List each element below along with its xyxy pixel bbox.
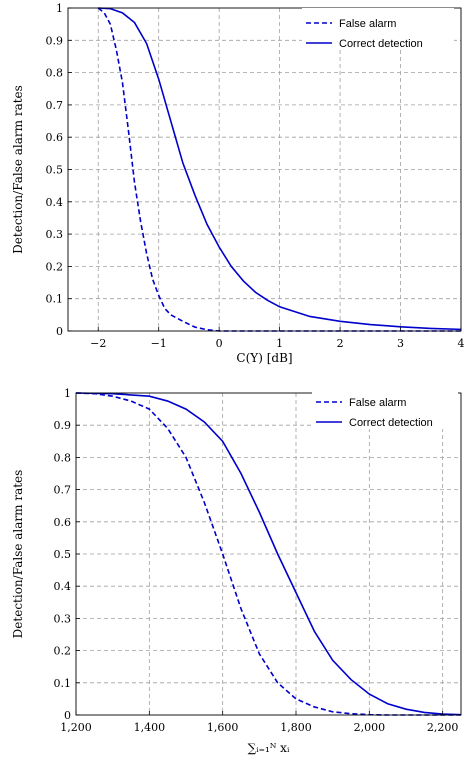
y-tick-label: 0.1 <box>46 293 64 306</box>
y-tick-label: 0.5 <box>46 164 64 177</box>
y-tick-label: 0.9 <box>46 34 64 47</box>
x-tick-label: 1 <box>276 337 283 350</box>
x-tick-label: −2 <box>90 337 106 350</box>
x-tick-label: 3 <box>397 337 404 350</box>
legend-label: Correct detection <box>339 38 423 50</box>
y-tick-label: 0.2 <box>46 260 64 273</box>
series-line-correct-detection <box>98 7 462 331</box>
y-tick-label: 0 <box>56 325 63 338</box>
x-axis-label: ∑ᵢ₌₁ᴺ xᵢ <box>248 741 290 755</box>
x-tick-label: 2,200 <box>427 721 459 734</box>
x-tick-label: 1,800 <box>280 721 312 734</box>
y-tick-label: 0.7 <box>46 99 64 112</box>
y-axis-label: Detection/False alarm rates <box>11 85 25 254</box>
chart-top: 0 0.1 0.2 0.3 0.4 0.5 0.6 0.7 0.8 0.9 1 −2 −1 0 1 2 3 4 C(… <box>11 2 464 365</box>
x-axis-label: C(Y) [dB] <box>236 351 292 365</box>
series-line-false-alarm <box>75 392 461 716</box>
x-tick-label: 2,000 <box>354 721 386 734</box>
y-tick-label: 0.7 <box>54 484 72 497</box>
x-tick-label: 2 <box>337 337 344 350</box>
y-tick-label: 0 <box>64 709 71 722</box>
legend-label: False alarm <box>339 18 396 30</box>
x-tick-label: 1,600 <box>207 721 239 734</box>
y-tick-label: 0.4 <box>54 580 72 593</box>
chart-bottom: 0 0.1 0.2 0.3 0.4 0.5 0.6 0.7 0.8 0.9 1 1,200 1,400 1… <box>11 387 462 755</box>
x-tick-label: −1 <box>151 337 167 350</box>
y-axis-label: Detection/False alarm rates <box>11 470 25 639</box>
y-tick-label: 0.5 <box>54 548 72 561</box>
legend-label: False alarm <box>349 397 406 409</box>
legend-label: Correct detection <box>349 417 433 429</box>
x-tick-label: 1,200 <box>60 721 92 734</box>
x-tick-label: 0 <box>216 337 223 350</box>
x-tick-label: 4 <box>458 337 464 350</box>
x-tick-label: 1,400 <box>134 721 166 734</box>
y-tick-label: 0.4 <box>46 196 64 209</box>
y-tick-label: 0.3 <box>46 228 64 241</box>
y-tick-label: 1 <box>56 2 63 15</box>
series-line-correct-detection <box>75 392 462 716</box>
y-tick-label: 0.8 <box>46 67 64 80</box>
y-tick-label: 0.8 <box>54 451 72 464</box>
y-tick-label: 0.6 <box>54 516 72 529</box>
y-tick-label: 0.6 <box>46 131 64 144</box>
y-tick-label: 1 <box>64 387 71 400</box>
y-tick-label: 0.1 <box>54 677 72 690</box>
y-tick-label: 0.2 <box>54 645 72 658</box>
y-tick-label: 0.9 <box>54 419 72 432</box>
y-tick-label: 0.3 <box>54 612 72 625</box>
